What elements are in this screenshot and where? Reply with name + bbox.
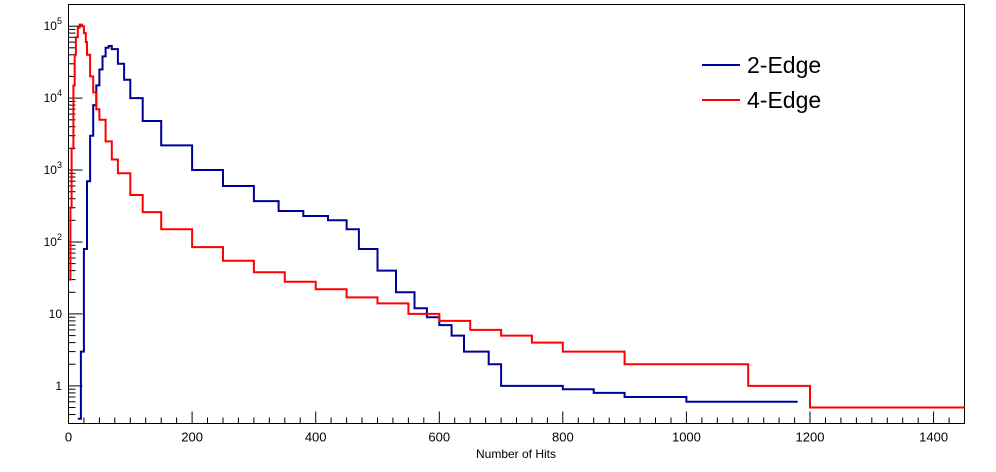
y-tick-label-base: 10 xyxy=(44,235,58,249)
y-tick-label: 1 xyxy=(55,379,62,393)
x-tick-label: 600 xyxy=(428,430,450,445)
series-line-2 xyxy=(69,23,965,409)
y-tick-label-base: 10 xyxy=(44,19,58,33)
x-tick-label: 0 xyxy=(65,430,72,445)
axis-ticks xyxy=(68,4,965,424)
x-tick-label: 1400 xyxy=(919,430,948,445)
y-tick-label-base: 10 xyxy=(44,91,58,105)
y-tick-label-exponent: 4 xyxy=(57,88,62,98)
y-tick-label-base: 1 xyxy=(55,379,62,393)
y-tick-label: 105 xyxy=(44,16,62,33)
y-tick-label: 102 xyxy=(44,232,62,249)
y-tick-label: 10 xyxy=(49,307,63,321)
legend: 2-Edge 4-Edge xyxy=(702,52,821,113)
series-line-1 xyxy=(77,45,798,420)
y-tick-label-base: 10 xyxy=(44,163,58,177)
y-tick-label-exponent: 3 xyxy=(57,160,62,170)
y-tick-label: 104 xyxy=(44,88,62,105)
x-tick-label: 200 xyxy=(181,430,203,445)
y-tick-label-exponent: 5 xyxy=(57,16,62,26)
plot-frame xyxy=(68,4,965,424)
y-tick-label-base: 10 xyxy=(49,307,63,321)
x-axis-label: Number of Hits xyxy=(476,447,556,461)
x-tick-label: 800 xyxy=(552,430,574,445)
x-tick-label: 1200 xyxy=(796,430,825,445)
y-tick-label-exponent: 2 xyxy=(57,232,62,242)
legend-label-1: 2-Edge xyxy=(747,52,821,78)
x-tick-label: 1000 xyxy=(672,430,701,445)
y-tick-label: 103 xyxy=(44,160,62,177)
x-tick-label: 400 xyxy=(305,430,327,445)
legend-label-2: 4-Edge xyxy=(747,87,821,113)
series-lines xyxy=(69,23,965,420)
